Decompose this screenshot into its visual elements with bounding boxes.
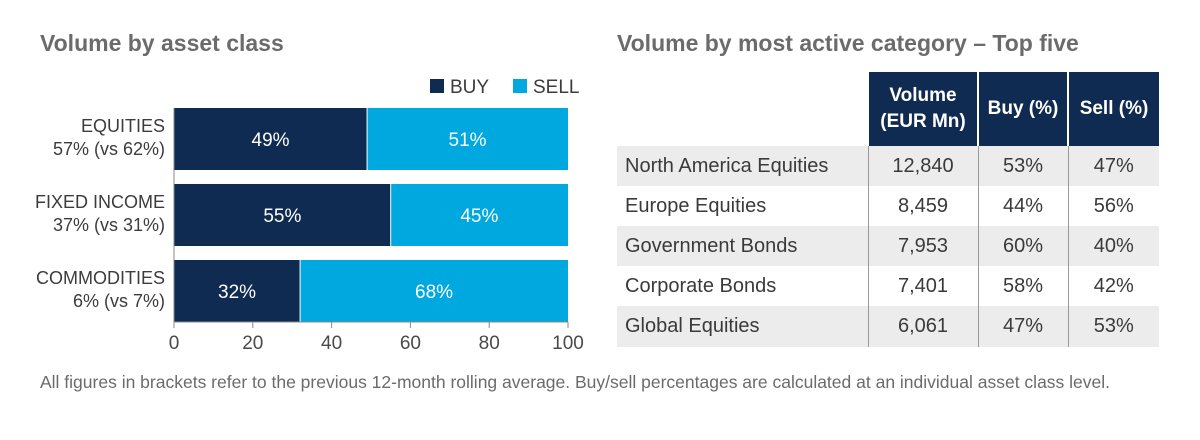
header-category [617,72,868,146]
bar-buy [174,260,301,322]
category-share-label: 37% (vs 31%) [53,215,165,235]
x-tick-label: 40 [321,333,342,354]
bar-sell [367,108,568,170]
bar-value-label: 32% [218,282,256,303]
row-sell: 42% [1067,266,1159,306]
bar-value-label: 68% [415,282,453,303]
row-buy: 44% [977,186,1068,226]
bar-value-label: 49% [252,130,290,151]
table-header-row: Volume (EUR Mn) Buy (%) Sell (%) [617,72,1159,146]
row-volume: 12,840 [867,146,978,186]
header-sell: Sell (%) [1067,72,1159,146]
legend-label: SELL [533,77,579,98]
x-tick-label: 20 [242,333,263,354]
bar-buy [174,108,368,170]
row-volume: 7,401 [867,266,978,306]
row-category: Europe Equities [625,194,767,217]
x-tick-label: 0 [169,333,180,354]
bar-value-label: 45% [460,206,498,227]
category-label: EQUITIES [81,116,165,136]
table-row: Global Equities 6,061 47% 53% [617,306,1159,347]
bar-value-label: 55% [263,206,301,227]
row-volume: 7,953 [867,226,978,266]
footnote: All figures in brackets refer to the pre… [40,372,1111,392]
bar-buy [174,184,391,246]
category-share-label: 6% (vs 7%) [73,291,165,311]
row-buy: 47% [977,306,1068,347]
row-sell: 47% [1067,146,1159,186]
legend-label: BUY [450,77,489,98]
table-row: Government Bonds 7,953 60% 40% [617,226,1159,266]
row-buy: 60% [977,226,1068,266]
header-volume-line: (EUR Mn) [880,111,966,132]
row-category: North America Equities [617,146,868,186]
header-buy: Buy (%) [977,72,1068,146]
table-row: North America Equities 12,840 53% 47% [617,146,1159,186]
row-volume: 8,459 [867,186,978,226]
bar-value-label: 51% [449,130,487,151]
asset-class-chart: BUY SELL 49% 51% EQUITIES 57% (vs 62%) 55% 45% F… [35,77,584,354]
x-tick-label: 60 [400,333,421,354]
row-sell: 53% [1067,306,1159,347]
table-title: Volume by most active category – Top fiv… [617,30,1079,56]
chart-title: Volume by asset class [40,30,284,56]
header-volume: Volume (EUR Mn) [867,72,978,146]
row-buy: 53% [977,146,1068,186]
row-buy: 58% [977,266,1068,306]
row-volume: 6,061 [867,306,978,347]
category-label: COMMODITIES [36,268,165,288]
legend-swatch [513,79,527,93]
bar-sell [300,260,568,322]
row-category: Government Bonds [617,226,868,266]
table-row: Corporate Bonds 7,401 58% 42% [617,266,1159,306]
bar-sell [390,184,568,246]
top-five-table: Volume (EUR Mn) Buy (%) Sell (%) North Am… [617,72,1159,347]
row-category: Corporate Bonds [625,274,777,297]
row-sell: 56% [1067,186,1159,226]
row-category: Global Equities [617,306,868,347]
header-volume-line: Volume [889,85,957,106]
table-row: Europe Equities 8,459 44% 56% [617,186,1159,226]
category-label: FIXED INCOME [35,192,165,212]
x-tick-label: 80 [479,333,500,354]
category-share-label: 57% (vs 62%) [53,139,165,159]
legend-swatch [430,79,444,93]
x-tick-label: 100 [552,333,584,354]
row-sell: 40% [1067,226,1159,266]
